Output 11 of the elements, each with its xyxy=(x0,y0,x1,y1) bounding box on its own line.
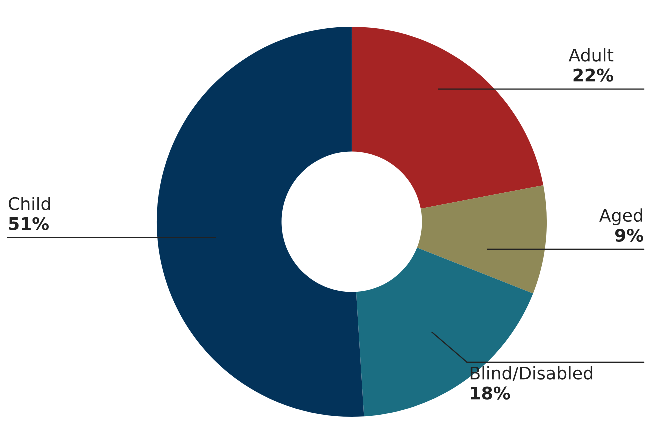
data-label: 18% xyxy=(471,386,510,400)
donut-slice xyxy=(417,185,548,294)
data-label: 51% xyxy=(9,217,50,230)
slice-label: Child xyxy=(8,197,50,210)
data-label: 9% xyxy=(615,228,644,242)
data-label: 22% xyxy=(574,68,614,82)
donut-slice xyxy=(156,27,364,417)
slice-label: Aged xyxy=(600,208,642,226)
slice-label: Blind/Disabled xyxy=(470,366,593,382)
slice-label: Adult xyxy=(568,48,614,62)
donut-slice xyxy=(352,26,544,209)
